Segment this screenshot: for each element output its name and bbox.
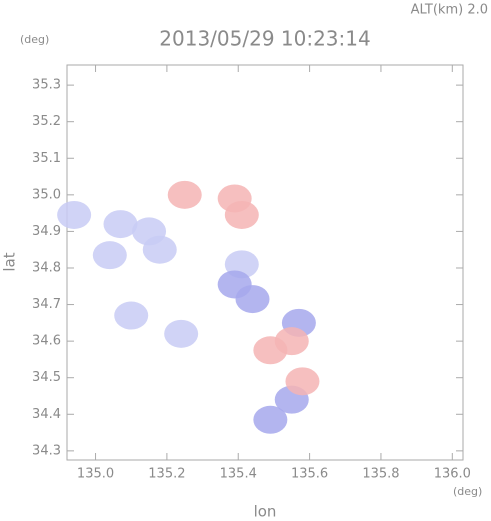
- x-tick-label: 135.0: [77, 467, 114, 482]
- echo-patch: [114, 301, 149, 330]
- y-tick-label: 34.6: [32, 334, 61, 349]
- echo-patch: [167, 180, 202, 209]
- y-tick-label: 34.9: [32, 224, 61, 239]
- echo-patch: [253, 405, 288, 434]
- y-tick-label: 34.4: [32, 407, 61, 422]
- x-axis-label: lon: [254, 503, 277, 521]
- x-tick-label: 135.8: [362, 467, 399, 482]
- y-tick-label: 34.8: [32, 260, 61, 275]
- y-tick-label: 35.0: [32, 187, 61, 202]
- y-tick-label: 34.5: [32, 370, 61, 385]
- echo-patch: [142, 235, 177, 264]
- x-tick-label: 136.0: [434, 467, 471, 482]
- echo-patch: [57, 200, 92, 229]
- echo-patch: [92, 241, 127, 270]
- x-tick-label: 135.4: [220, 467, 257, 482]
- altitude-label: ALT(km) 2.0: [411, 3, 488, 18]
- y-tick-label: 34.3: [32, 443, 61, 458]
- echo-patch: [103, 210, 138, 239]
- echo-patch: [164, 319, 199, 348]
- chart-title: 2013/05/29 10:23:14: [159, 27, 370, 51]
- y-tick-label: 35.2: [32, 114, 61, 129]
- echo-patch: [235, 285, 270, 314]
- y-tick-label: 35.3: [32, 78, 61, 93]
- x-tick-label: 135.6: [291, 467, 328, 482]
- y-tick-label: 35.1: [32, 151, 61, 166]
- echo-patch: [253, 336, 288, 365]
- echo-patch: [224, 200, 259, 229]
- y-unit: (deg): [20, 33, 49, 46]
- plot-frame: [66, 64, 464, 461]
- y-tick-label: 34.7: [32, 297, 61, 312]
- x-unit: (deg): [453, 485, 482, 498]
- y-axis-label: lat: [1, 252, 19, 271]
- echo-patch: [285, 367, 320, 396]
- x-tick-label: 135.2: [148, 467, 185, 482]
